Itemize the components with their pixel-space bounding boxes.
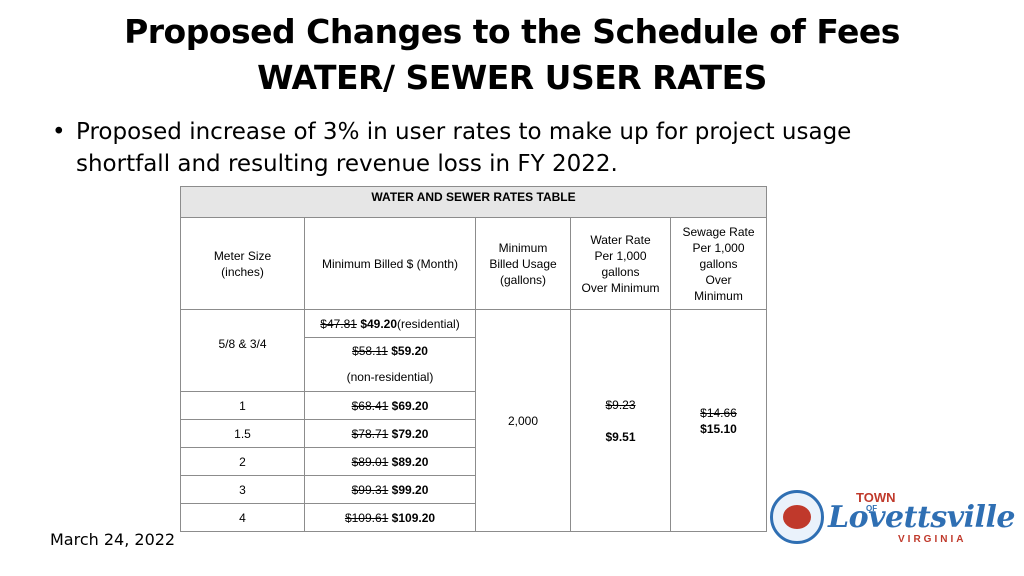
table-row: 1.5 $78.71 $79.20: [180, 419, 767, 448]
header-minimum-usage: Minimum Billed Usage (gallons): [475, 217, 571, 310]
cell-nonresidential-note: (non-residential): [304, 363, 476, 392]
bullet-icon: •: [52, 119, 66, 145]
rates-table: WATER AND SEWER RATES TABLE Meter Size (i…: [180, 186, 767, 532]
cell-meter: 3: [180, 475, 305, 504]
cell-min-billed: $68.41 $69.20: [304, 391, 476, 420]
cell-min-billed: $78.71 $79.20: [304, 419, 476, 448]
cell-sewage-rate: $14.66 $15.10: [670, 309, 767, 532]
table-caption: WATER AND SEWER RATES TABLE: [180, 186, 767, 218]
header-minimum-billed: Minimum Billed $ (Month): [304, 217, 476, 310]
table-row: $58.11 $59.20: [181, 337, 767, 364]
cell-min-billed: $89.01 $89.20: [304, 447, 476, 476]
cell-residential-rate: $47.81 $49.20(residential): [304, 309, 476, 338]
table-row: (non-residential): [181, 363, 767, 392]
town-seal-icon: [770, 490, 824, 544]
slide-subtitle: WATER/ SEWER USER RATES: [257, 58, 767, 97]
table-row: 3 $99.31 $99.20: [180, 475, 767, 504]
cell-meter: 4: [180, 503, 305, 532]
table-row: 4 $109.61 $109.20: [180, 503, 767, 532]
cell-meter: 2: [180, 447, 305, 476]
logo-name-text: Lovettsville: [828, 500, 1015, 535]
cell-meter: 1.5: [180, 419, 305, 448]
cell-min-billed: $109.61 $109.20: [304, 503, 476, 532]
logo-town-text: TOWN: [856, 490, 896, 505]
header-sewage-rate: Sewage Rate Per 1,000 gallons Over Minimum: [670, 217, 767, 310]
town-logo: TOWN OF Lovettsville VIRGINIA: [770, 488, 1015, 548]
slide-title: Proposed Changes to the Schedule of Fees: [124, 12, 900, 51]
table-row: 5/8 & 3/4 $47.81 $49.20(residential) 2,0…: [180, 309, 767, 532]
cell-meter-58: 5/8 & 3/4: [180, 309, 305, 392]
cell-min-billed: $99.31 $99.20: [304, 475, 476, 504]
cell-water-rate: $9.23 $9.51: [570, 309, 671, 532]
header-water-rate: Water Rate Per 1,000 gallons Over Minimum: [570, 217, 671, 310]
header-meter-size: Meter Size (inches): [180, 217, 305, 310]
cell-nonresidential-rate: $58.11 $59.20: [304, 337, 476, 364]
bullet-text: Proposed increase of 3% in user rates to…: [76, 119, 852, 177]
logo-of-text: OF: [866, 504, 878, 513]
slide-date: March 24, 2022: [50, 530, 176, 549]
logo-state-text: VIRGINIA: [898, 534, 967, 545]
cell-minimum-usage: 2,000: [475, 309, 571, 532]
cell-meter: 1: [180, 391, 305, 420]
table-row: 2 $89.01 $89.20: [180, 447, 767, 476]
